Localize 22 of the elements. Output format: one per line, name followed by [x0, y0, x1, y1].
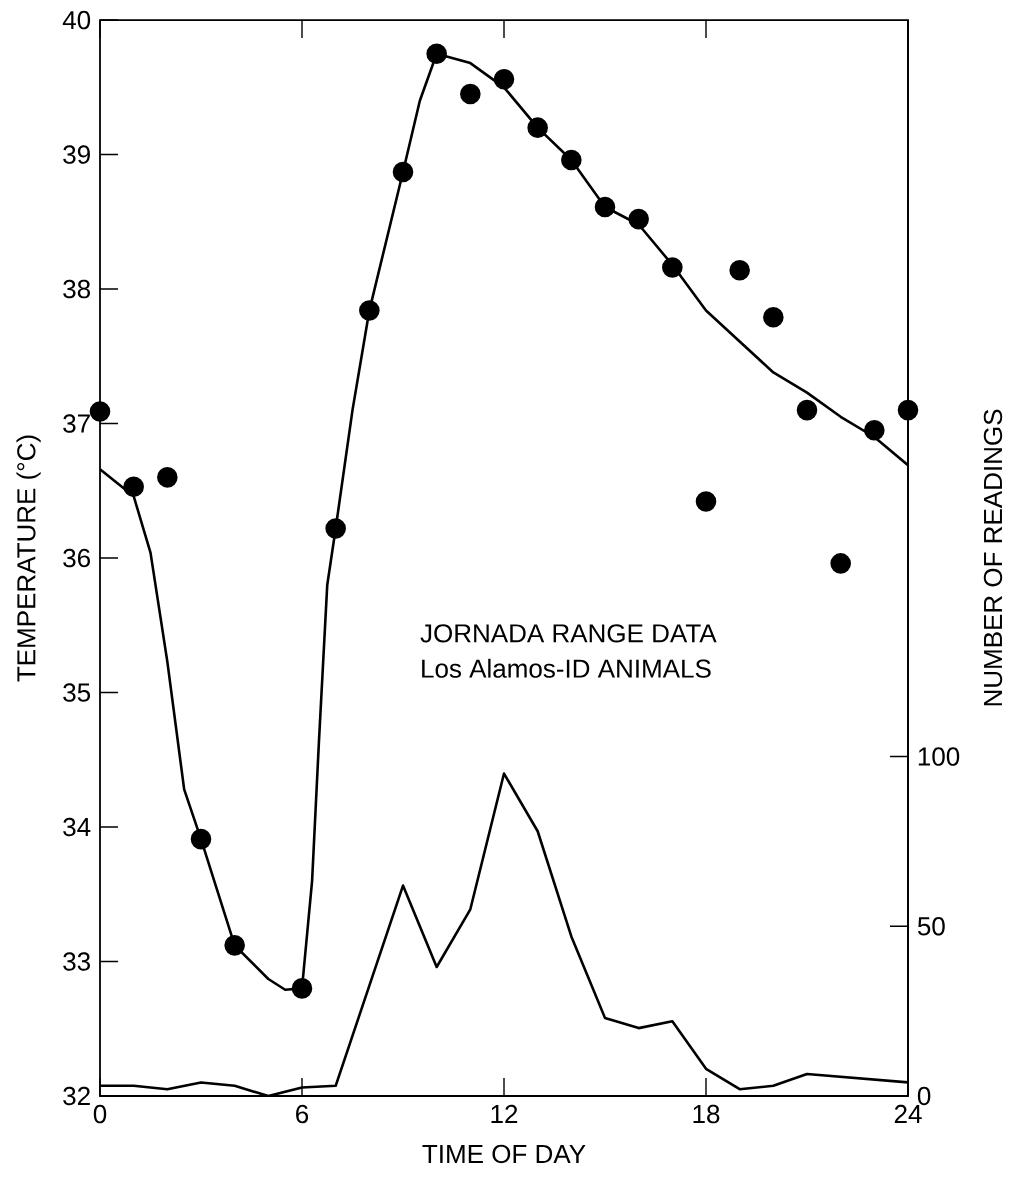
x-axis-title: TIME OF DAY — [422, 1144, 586, 1164]
y-tick-label: 38 — [63, 279, 90, 299]
y2-axis-title: NUMBER OF READINGS — [983, 409, 1003, 706]
x-tick-label: 24 — [894, 1104, 922, 1124]
y-tick-label: 39 — [63, 145, 90, 164]
annotation: Los Alamos-ID ANIMALS — [422, 658, 711, 678]
y2-tick-label: 0 — [917, 1086, 931, 1106]
y-tick-label: 40 — [62, 10, 91, 30]
y2-tick-label: 50 — [917, 917, 945, 936]
y-axis-title: TEMPERATURE (°C) — [16, 435, 41, 682]
x-tick-label: 18 — [693, 1104, 720, 1124]
y-tick-label: 35 — [63, 683, 91, 702]
y-tick-label: 34 — [63, 817, 91, 837]
y-tick-label: 37 — [63, 414, 90, 433]
x-tick-label: 0 — [93, 1104, 107, 1124]
x-tick-label: 6 — [296, 1104, 309, 1124]
x-tick-label: 12 — [491, 1104, 518, 1124]
y-tick-label: 32 — [63, 1086, 90, 1106]
y-tick-label: 36 — [63, 548, 90, 568]
y2-tick-label: 100 — [918, 747, 960, 766]
annotation: JORNADA RANGE DATA — [420, 624, 717, 643]
y-tick-label: 33 — [63, 952, 90, 971]
